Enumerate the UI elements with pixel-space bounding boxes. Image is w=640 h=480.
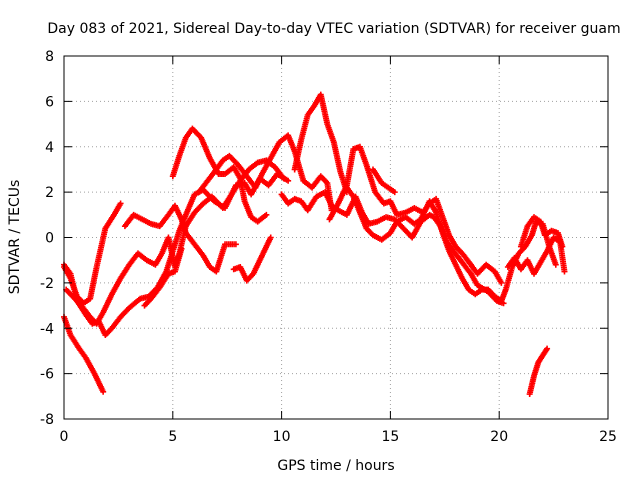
data-point (117, 200, 124, 207)
y-tick-label: 6 (45, 94, 54, 110)
data-series-track-14 (369, 166, 398, 196)
y-tick-label: 0 (45, 231, 54, 247)
data-point (232, 241, 239, 248)
chart-title: Day 083 of 2021, Sidereal Day-to-day VTE… (47, 21, 620, 37)
y-axis-label: SDTVAR / TECUs (7, 180, 23, 295)
data-series-track-6 (141, 245, 185, 309)
data-point (267, 234, 274, 241)
x-axis-label: GPS time / hours (277, 458, 394, 474)
data-point (561, 268, 568, 275)
axes: 0 5 10 15 20 25 -8 -6 -4 -2 0 2 4 6 8 (40, 49, 617, 445)
x-tick-label: 10 (273, 429, 291, 445)
data-series-track-16 (517, 214, 566, 250)
data-series-track-12 (326, 143, 505, 286)
data-point (559, 243, 566, 250)
y-tick-label: 8 (45, 49, 54, 65)
x-tick-label: 0 (60, 429, 69, 445)
data-point (498, 279, 505, 286)
data-series-track-8 (230, 234, 274, 284)
data-point (280, 175, 287, 182)
data-series-track-7 (169, 125, 270, 225)
data-point (544, 345, 551, 352)
data-series-track-9 (195, 132, 335, 214)
y-tick-label: 2 (45, 185, 54, 201)
data-point (552, 261, 559, 268)
y-tick-label: -2 (40, 276, 54, 292)
data-series-track-13 (343, 184, 559, 305)
data-point (285, 177, 292, 184)
x-tick-label: 20 (490, 429, 508, 445)
x-tick-label: 15 (381, 429, 399, 445)
data-series-track-5 (121, 202, 239, 275)
data-point (100, 388, 107, 395)
data-point (263, 211, 270, 218)
data-series (61, 91, 568, 398)
y-tick-label: 4 (45, 140, 54, 156)
y-tick-label: -6 (40, 367, 54, 383)
data-series-track-17 (526, 345, 551, 398)
x-tick-label: 5 (168, 429, 177, 445)
x-tick-label: 25 (599, 429, 617, 445)
y-tick-label: -8 (40, 412, 54, 428)
y-tick-label: -4 (40, 321, 54, 337)
data-series-track-2 (61, 313, 107, 395)
data-point (391, 189, 398, 196)
data-point (178, 245, 185, 252)
